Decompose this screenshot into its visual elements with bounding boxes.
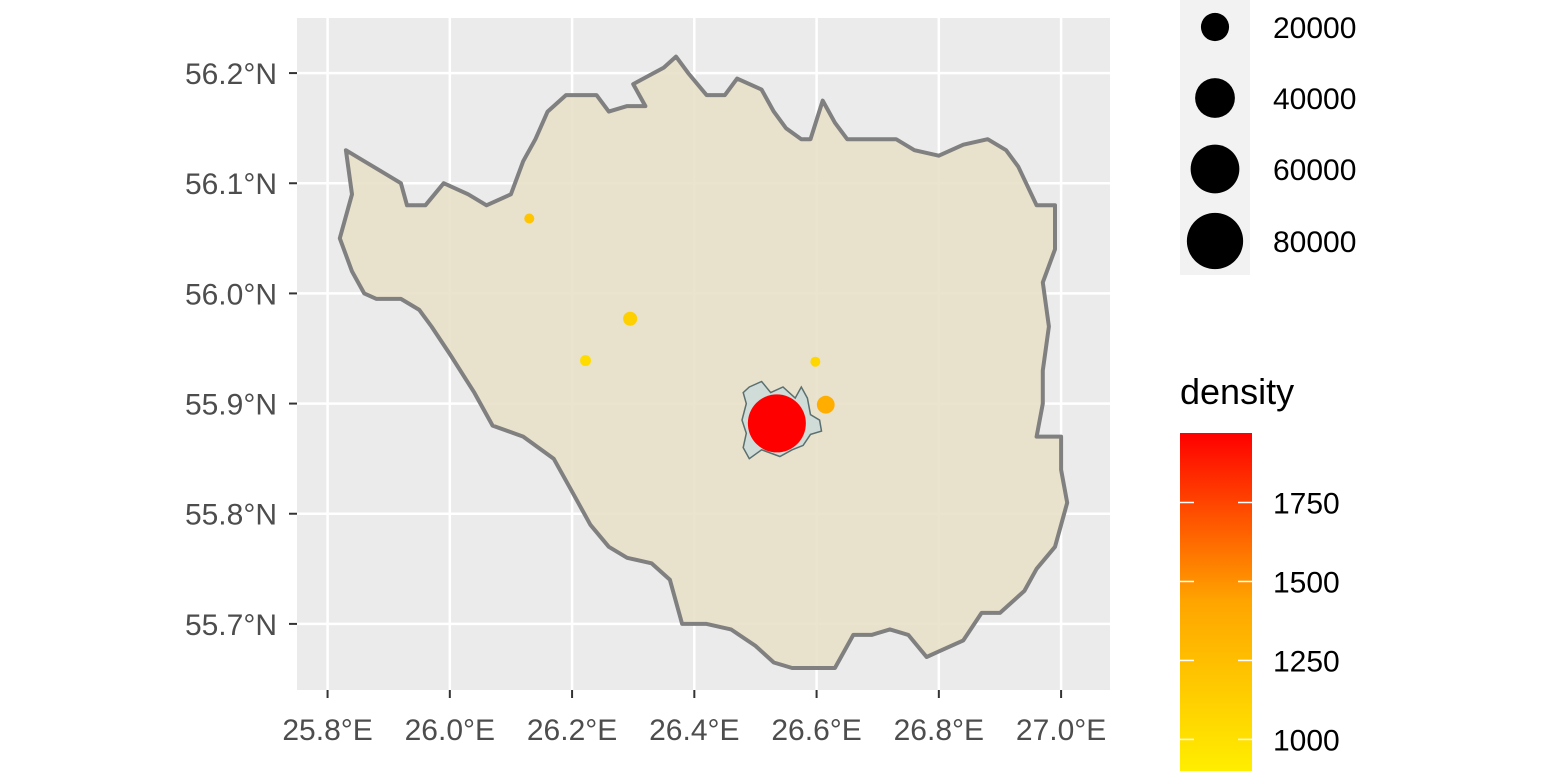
size-legend-label: 60000 xyxy=(1273,154,1356,187)
y-tick-label: 56.0°N xyxy=(185,278,277,311)
size-legend-key xyxy=(1186,212,1244,270)
size-legend: 20000 40000 60000 80000 xyxy=(1180,0,1356,275)
settlement-point xyxy=(747,394,806,453)
size-legend-key xyxy=(1200,12,1230,42)
size-legend-key xyxy=(1195,78,1235,118)
y-axis-labels: 55.7°N 55.8°N 55.9°N 56.0°N 56.1°N 56.2°N xyxy=(185,58,277,642)
size-legend-label: 40000 xyxy=(1273,83,1356,116)
colorbar-tick-label: 1000 xyxy=(1273,724,1340,757)
district-region xyxy=(337,54,1070,670)
y-tick-label: 55.8°N xyxy=(185,499,277,532)
size-legend-label: 80000 xyxy=(1273,226,1356,259)
x-tick-label: 25.8°E xyxy=(282,714,372,747)
settlement-point xyxy=(816,395,835,414)
settlement-point xyxy=(810,356,821,367)
size-legend-label: 20000 xyxy=(1273,12,1356,45)
colorbar-tick-label: 1750 xyxy=(1273,487,1340,520)
y-tick-label: 55.9°N xyxy=(185,389,277,422)
x-tick-label: 26.0°E xyxy=(405,714,495,747)
x-axis-labels: 25.8°E 26.0°E 26.2°E 26.4°E 26.6°E 26.8°E 27.0… xyxy=(282,714,1106,747)
settlement-point xyxy=(623,311,638,326)
colorbar-tick-label: 1250 xyxy=(1273,645,1340,678)
x-tick-label: 26.2°E xyxy=(527,714,617,747)
y-tick-label: 55.7°N xyxy=(185,609,277,642)
settlement-points xyxy=(524,213,835,453)
x-tick-label: 27.0°E xyxy=(1016,714,1106,747)
colorbar-tick-label: 1500 xyxy=(1273,566,1340,599)
color-legend-title: density xyxy=(1180,371,1294,412)
y-tick-label: 56.2°N xyxy=(185,58,277,91)
settlement-point xyxy=(580,355,591,367)
settlement-point xyxy=(524,213,535,224)
x-tick-label: 26.4°E xyxy=(649,714,739,747)
x-tick-label: 26.6°E xyxy=(771,714,861,747)
density-colorbar xyxy=(1180,433,1252,771)
size-legend-key xyxy=(1190,144,1240,194)
color-legend: density 1000 1250 1500 1750 xyxy=(1180,371,1340,771)
y-tick-label: 56.1°N xyxy=(185,168,277,201)
x-tick-label: 26.8°E xyxy=(894,714,984,747)
